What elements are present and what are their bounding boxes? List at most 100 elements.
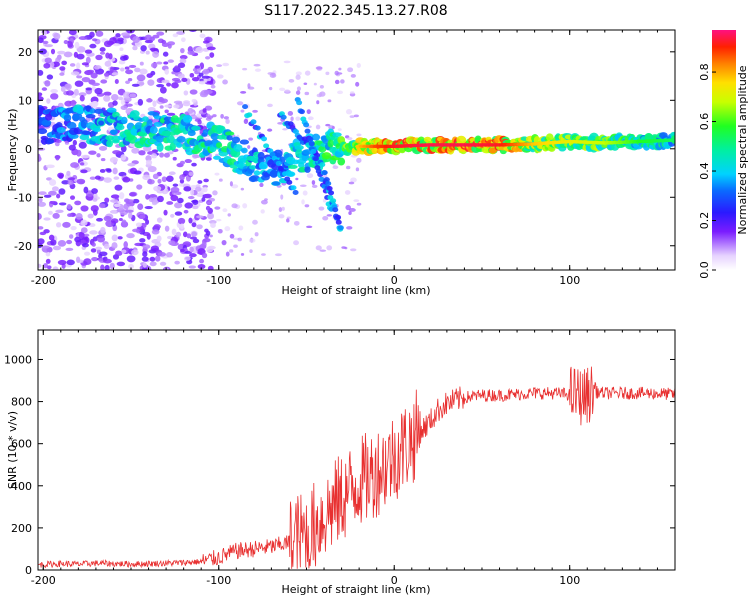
spectral-blob xyxy=(269,72,277,79)
spectral-blob xyxy=(203,89,213,95)
spectral-blob xyxy=(190,189,195,196)
spectral-blob xyxy=(203,178,209,183)
spectral-blob xyxy=(249,249,253,254)
spectral-blob xyxy=(130,110,140,118)
spectral-blob xyxy=(316,100,320,105)
spectral-blob xyxy=(128,263,134,270)
spectral-blob xyxy=(161,130,172,137)
spectral-blob xyxy=(319,249,327,252)
spectral-blob xyxy=(177,73,185,79)
snr-y-axis-label: SNR (10 * v/v) xyxy=(6,411,19,489)
spectral-blob xyxy=(167,59,175,63)
spectral-blob xyxy=(170,213,175,218)
spectral-blob xyxy=(46,74,54,80)
spectral-blob xyxy=(174,79,182,83)
spectral-blob xyxy=(322,215,329,221)
spectral-blob xyxy=(337,225,344,231)
spectral-blob xyxy=(114,79,119,85)
spectral-blob xyxy=(90,248,97,253)
spectral-blob xyxy=(81,130,92,136)
spectral-blob xyxy=(44,57,52,64)
spectral-blob xyxy=(166,201,174,205)
spectral-blob xyxy=(120,105,128,111)
spectral-blob xyxy=(149,261,157,267)
spectral-blob xyxy=(160,86,167,94)
spectral-blob xyxy=(109,66,114,74)
spectral-blob xyxy=(153,122,163,127)
spectral-blob xyxy=(68,144,76,151)
spectral-blob xyxy=(171,228,177,236)
spectral-blob xyxy=(348,181,355,185)
spectral-blob xyxy=(278,214,285,219)
spectral-blob xyxy=(43,194,52,198)
spectral-blob xyxy=(250,119,257,125)
spectral-blob xyxy=(145,98,153,103)
spectral-blob xyxy=(310,149,317,155)
spectral-blob xyxy=(110,209,117,214)
spectral-blob xyxy=(89,230,98,235)
spectral-blob xyxy=(103,40,113,48)
spectral-blob xyxy=(100,226,106,234)
spectral-blob xyxy=(247,86,255,90)
spectral-blob xyxy=(156,143,164,152)
spectral-blob xyxy=(93,65,101,70)
spectral-blob xyxy=(242,203,248,209)
colorbar-ticks: 0.0 0.2 0.4 0.6 0.8 xyxy=(698,63,716,279)
spectral-blob xyxy=(121,249,127,254)
spectral-blob xyxy=(109,157,118,164)
spectral-blob xyxy=(348,208,356,212)
spectral-blob xyxy=(48,179,57,186)
spectral-blob xyxy=(112,100,118,106)
spectral-blob xyxy=(335,214,342,220)
spectral-blob xyxy=(87,213,94,219)
spectral-blob xyxy=(96,235,106,243)
spectral-blob xyxy=(131,147,140,154)
spectral-blob xyxy=(209,234,213,238)
spectral-blob xyxy=(152,173,159,180)
spectral-blob xyxy=(147,115,153,119)
spectral-blob xyxy=(144,40,153,44)
spectral-blob xyxy=(209,219,217,225)
spectral-blob xyxy=(120,67,125,72)
spectral-blob xyxy=(188,217,193,224)
spectral-blob xyxy=(64,83,71,89)
spectral-blob xyxy=(199,91,205,95)
spectral-blob xyxy=(236,101,244,106)
spectral-blob xyxy=(52,266,59,270)
spectral-blob xyxy=(152,100,157,108)
spectral-blob xyxy=(207,265,214,270)
spectral-blob xyxy=(191,222,197,228)
spectral-blob xyxy=(138,82,145,86)
spectral-blob xyxy=(293,240,300,246)
spectral-blob xyxy=(325,71,330,76)
spectral-blob xyxy=(204,81,214,85)
spectral-blob xyxy=(140,45,147,52)
spectral-blob xyxy=(137,98,144,106)
spectral-blob xyxy=(112,139,120,144)
colorbar-gradient xyxy=(712,30,736,270)
spectral-blob xyxy=(78,231,85,239)
spectral-blob xyxy=(43,217,51,221)
spectral-blob xyxy=(42,40,49,45)
spectral-blob xyxy=(295,116,301,121)
spectrogram-y-ticks: -20 -10 0 10 20 xyxy=(14,46,675,253)
spectral-blob xyxy=(164,267,169,270)
spectral-blob xyxy=(224,131,235,136)
spectral-blob xyxy=(237,237,242,242)
spectral-blob xyxy=(184,202,194,209)
spectral-blob xyxy=(110,218,119,224)
spectral-blob xyxy=(189,89,198,95)
spectral-blob xyxy=(157,195,164,203)
spectral-blob xyxy=(38,69,44,76)
spectral-blob xyxy=(214,206,221,210)
spectral-blob xyxy=(258,161,268,170)
spectral-blob xyxy=(326,214,333,217)
spectral-blob xyxy=(332,165,339,169)
spectral-blob xyxy=(38,128,48,135)
spectral-blob xyxy=(264,198,268,201)
spectral-blob xyxy=(263,143,270,149)
spectral-blob xyxy=(166,82,172,87)
spectral-blob xyxy=(223,116,230,120)
spectral-blob xyxy=(346,226,353,230)
